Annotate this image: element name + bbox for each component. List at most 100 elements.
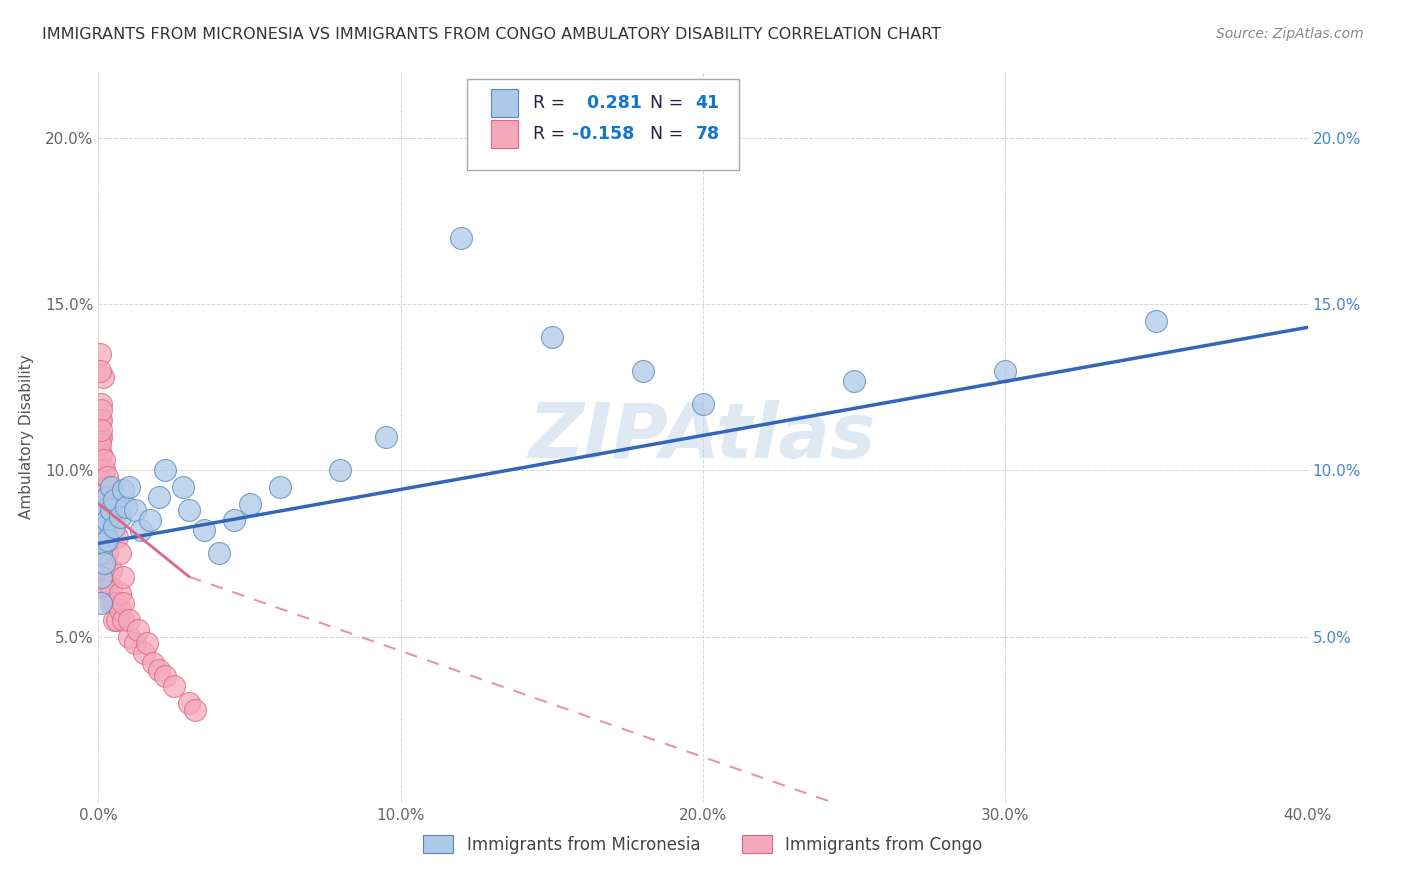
Point — [90, 546, 112, 560]
Point — [96, 490, 118, 504]
Text: R =: R = — [533, 94, 571, 112]
Point — [90, 403, 112, 417]
Text: ZIPAtlas: ZIPAtlas — [529, 401, 877, 474]
Point — [374, 430, 396, 444]
Point — [90, 430, 112, 444]
Point — [124, 503, 146, 517]
Point — [105, 596, 128, 610]
Point — [103, 613, 125, 627]
Point — [224, 513, 246, 527]
Text: N =: N = — [638, 125, 689, 144]
Point — [96, 546, 118, 560]
Point — [100, 503, 122, 517]
Point — [1144, 314, 1167, 328]
FancyBboxPatch shape — [492, 89, 517, 117]
Text: N =: N = — [638, 94, 689, 112]
Point — [90, 513, 112, 527]
Point — [90, 397, 112, 411]
Point — [89, 480, 111, 494]
Point — [93, 486, 115, 500]
Point — [114, 500, 136, 514]
Point — [692, 397, 714, 411]
Point — [148, 490, 170, 504]
Point — [96, 470, 118, 484]
Point — [93, 503, 115, 517]
Point — [93, 553, 115, 567]
Point — [118, 630, 141, 644]
Point — [89, 363, 111, 377]
Point — [193, 523, 215, 537]
Point — [100, 563, 122, 577]
Point — [93, 520, 115, 534]
Point — [103, 493, 125, 508]
Point — [132, 646, 155, 660]
FancyBboxPatch shape — [492, 120, 517, 148]
Point — [329, 463, 352, 477]
Text: 0.281: 0.281 — [581, 94, 643, 112]
Point — [153, 669, 176, 683]
Point — [93, 536, 115, 550]
Point — [89, 497, 111, 511]
Text: 41: 41 — [696, 94, 720, 112]
Point — [103, 513, 125, 527]
Point — [96, 530, 118, 544]
Point — [89, 546, 111, 560]
Point — [118, 613, 141, 627]
Point — [108, 546, 131, 560]
Point — [91, 520, 114, 534]
Text: Source: ZipAtlas.com: Source: ZipAtlas.com — [1216, 27, 1364, 41]
Point — [105, 530, 128, 544]
Point — [100, 580, 122, 594]
Point — [89, 430, 111, 444]
Point — [93, 557, 115, 571]
Point — [90, 546, 112, 560]
Point — [208, 546, 231, 560]
Text: IMMIGRANTS FROM MICRONESIA VS IMMIGRANTS FROM CONGO AMBULATORY DISABILITY CORREL: IMMIGRANTS FROM MICRONESIA VS IMMIGRANTS… — [42, 27, 941, 42]
Point — [90, 463, 112, 477]
Text: 78: 78 — [696, 125, 720, 144]
Point — [111, 483, 134, 498]
Point — [844, 374, 866, 388]
Text: R =: R = — [533, 125, 571, 144]
Point — [96, 563, 118, 577]
Point — [540, 330, 562, 344]
Point — [111, 596, 134, 610]
Text: -0.158: -0.158 — [572, 125, 634, 144]
Point — [91, 370, 114, 384]
Point — [96, 480, 118, 494]
Point — [118, 480, 141, 494]
Point — [139, 513, 162, 527]
Point — [93, 463, 115, 477]
Point — [269, 480, 291, 494]
Point — [148, 663, 170, 677]
Point — [93, 520, 115, 534]
Point — [96, 533, 118, 548]
Point — [135, 636, 157, 650]
Point — [89, 447, 111, 461]
Point — [96, 580, 118, 594]
Point — [994, 363, 1017, 377]
Point — [179, 696, 201, 710]
Point — [89, 563, 111, 577]
Point — [103, 596, 125, 610]
Point — [111, 613, 134, 627]
Point — [179, 503, 201, 517]
Point — [91, 486, 114, 500]
Point — [108, 586, 131, 600]
Y-axis label: Ambulatory Disability: Ambulatory Disability — [20, 355, 34, 519]
Point — [100, 480, 122, 494]
Point — [93, 503, 115, 517]
Point — [90, 530, 112, 544]
Point — [163, 680, 186, 694]
Point — [94, 513, 117, 527]
Point — [90, 447, 112, 461]
Point — [142, 656, 165, 670]
Point — [93, 536, 115, 550]
Point — [450, 230, 472, 244]
Point — [91, 536, 114, 550]
FancyBboxPatch shape — [467, 78, 740, 170]
Point — [89, 347, 111, 361]
Point — [94, 546, 117, 560]
Point — [90, 570, 112, 584]
Point — [90, 523, 112, 537]
